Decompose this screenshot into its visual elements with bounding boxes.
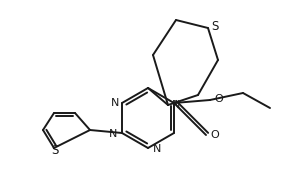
Text: O: O: [214, 94, 223, 104]
Text: N: N: [111, 98, 119, 108]
Text: N: N: [172, 100, 180, 110]
Text: O: O: [210, 130, 219, 140]
Text: N: N: [109, 129, 117, 139]
Text: S: S: [51, 145, 59, 157]
Text: S: S: [211, 20, 218, 33]
Text: N: N: [153, 144, 161, 154]
